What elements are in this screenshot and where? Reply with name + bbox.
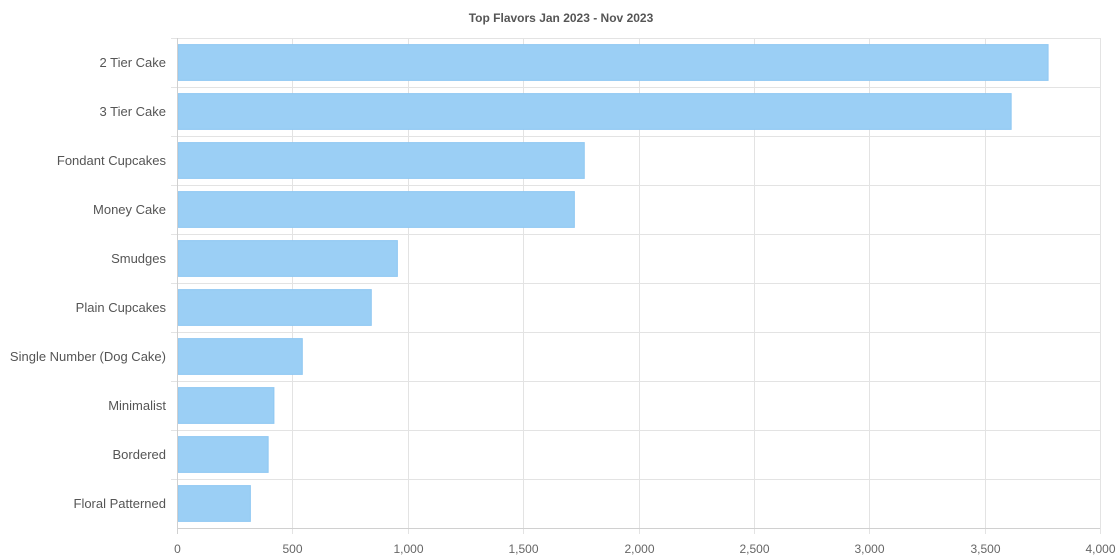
category-label: Minimalist [108,398,166,413]
bar-2-tier-cake[interactable] [177,44,1049,81]
bar-bordered[interactable] [177,436,269,473]
bar-plain-cupcakes[interactable] [177,289,372,326]
x-tick-labels: 0 500 1,000 1,500 2,000 2,500 3,000 3,500 4,000 [174,542,1116,556]
x-tick-label: 0 [174,542,181,556]
x-tick-label: 4,000 [1085,542,1115,556]
chart-title: Top Flavors Jan 2023 - Nov 2023 [469,11,654,25]
bar-fondant-cupcakes[interactable] [177,142,585,179]
bar-floral-patterned[interactable] [177,485,251,522]
category-label: Fondant Cupcakes [57,153,167,168]
category-label: Money Cake [93,202,166,217]
axes [177,38,1100,534]
x-tick-label: 500 [282,542,302,556]
x-tick-label: 3,500 [970,542,1000,556]
category-label: 2 Tier Cake [100,55,166,70]
x-tick-label: 1,000 [393,542,423,556]
category-label: 3 Tier Cake [100,104,166,119]
category-labels: 2 Tier Cake 3 Tier Cake Fondant Cupcakes Mo… [10,55,167,511]
category-label: Floral Patterned [74,496,167,511]
bar-single-number-dog-cake[interactable] [177,338,303,375]
category-label: Bordered [113,447,166,462]
bar-minimalist[interactable] [177,387,275,424]
x-tick-label: 2,000 [624,542,654,556]
bars [177,44,1049,522]
category-label: Plain Cupcakes [76,300,167,315]
bar-money-cake[interactable] [177,191,575,228]
x-tick-label: 3,000 [854,542,884,556]
x-tick-label: 1,500 [508,542,538,556]
bar-smudges[interactable] [177,240,398,277]
bar-3-tier-cake[interactable] [177,93,1012,130]
category-label: Smudges [111,251,166,266]
x-tick-label: 2,500 [739,542,769,556]
category-label: Single Number (Dog Cake) [10,349,166,364]
